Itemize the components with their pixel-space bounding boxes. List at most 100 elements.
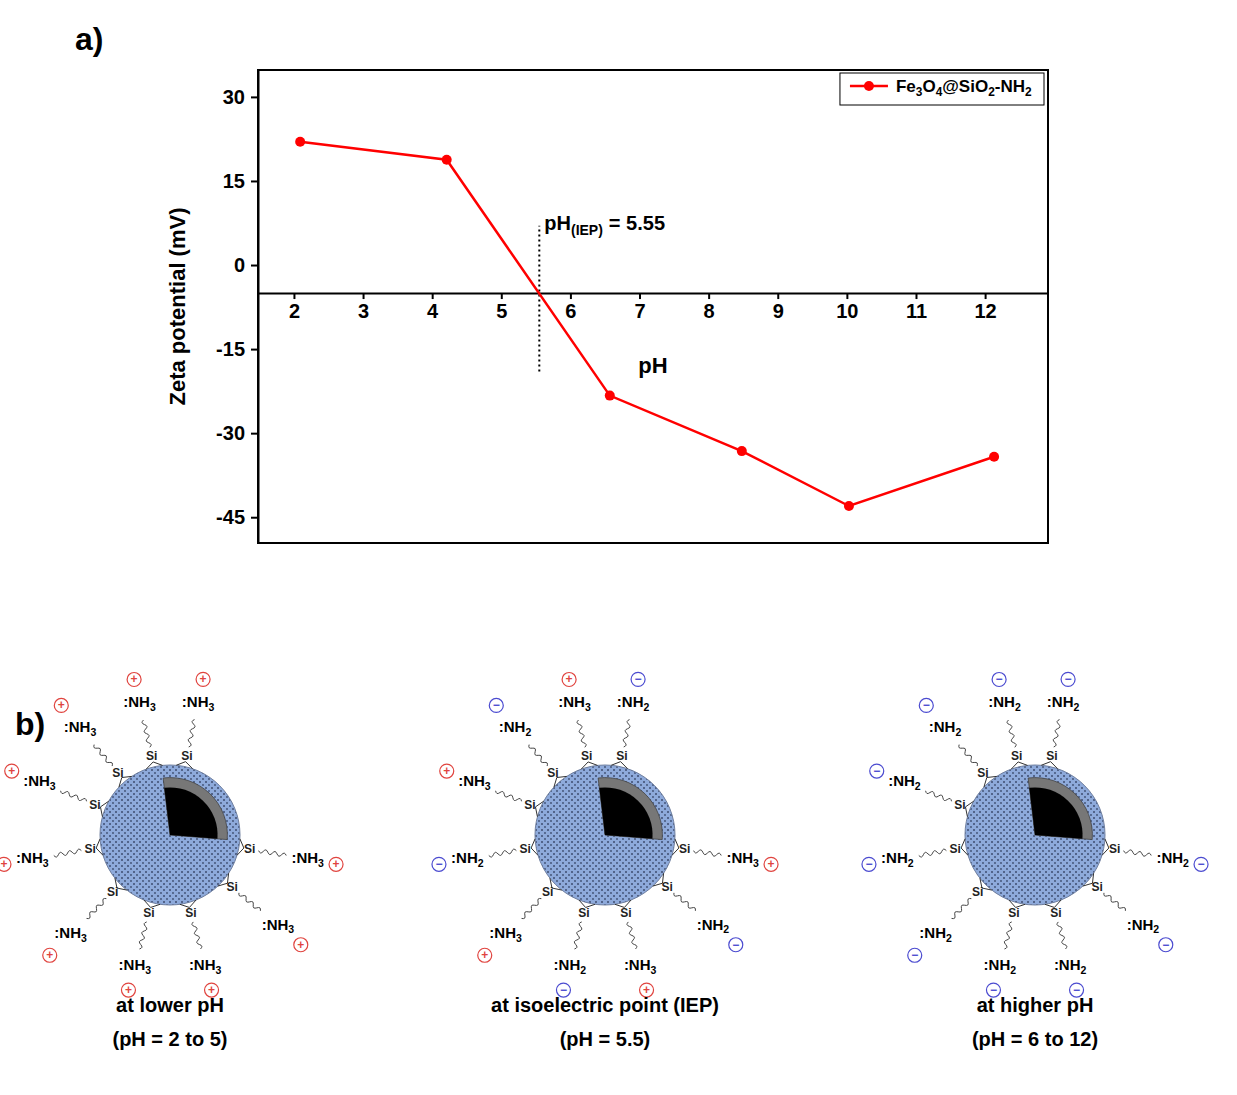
amine-label: :NH3 [489, 924, 522, 944]
alkyl-chain [1104, 893, 1125, 911]
text-part: :NH [929, 718, 956, 735]
amine-label: :NH2 [929, 718, 962, 738]
si-label: Si [85, 842, 96, 856]
y-tick-mark [251, 265, 258, 267]
amine-label: :NH3 [624, 956, 657, 976]
text-part: :NH [881, 849, 908, 866]
magnetite-core [599, 787, 652, 838]
text-part: 3 [585, 701, 591, 713]
y-tick-label: 30 [223, 86, 245, 108]
amine-label: :NH3 [262, 916, 295, 936]
si-label: Si [185, 906, 196, 920]
y-tick: 0 [234, 254, 258, 276]
si-label: Si [524, 798, 535, 812]
text-part: 3 [150, 701, 156, 713]
data-point [442, 155, 452, 165]
text-part: 2 [946, 932, 952, 944]
text-part: :NH [697, 916, 724, 933]
particle-caption: at lower pH [116, 994, 224, 1016]
y-tick-mark [251, 96, 258, 98]
si-label: Si [146, 749, 157, 763]
amine-label: :NH3 [291, 849, 324, 869]
shell-cutaway [1028, 778, 1092, 840]
alkyl-chain [926, 791, 952, 801]
text-part: :NH [617, 693, 644, 710]
alkyl-chain [139, 922, 146, 949]
charge-circle [127, 672, 141, 686]
iep-label: pH(IEP)= 5.55 [544, 212, 665, 238]
text-part: :NH [499, 718, 526, 735]
amine-label: :NH3 [64, 718, 97, 738]
alkyl-chain [1007, 720, 1016, 747]
text-part: :NH [64, 718, 91, 735]
x-tick-label: 7 [634, 300, 645, 322]
x-tick-mark [293, 293, 295, 299]
si-label: Si [542, 885, 553, 899]
y-tick: 30 [223, 86, 258, 108]
si-bond [96, 839, 100, 848]
si-label: Si [972, 885, 983, 899]
y-tick-mark [251, 180, 258, 182]
y-tick: -30 [216, 422, 258, 444]
charge-circle [919, 698, 933, 712]
si-label: Si [181, 749, 192, 763]
text-part: 3 [90, 726, 96, 738]
si-bond [672, 848, 679, 855]
amine-label: :NH2 [451, 849, 484, 869]
si-label: Si [950, 842, 961, 856]
x-tick-mark [570, 293, 572, 299]
text-part: 2 [580, 964, 586, 976]
y-axis-title: Zeta potential (mV) [165, 207, 190, 405]
si-bond [961, 839, 965, 848]
text-part: 2 [1081, 964, 1087, 976]
si-label: Si [1008, 906, 1019, 920]
amine-label: :NH2 [1047, 693, 1080, 713]
si-bond [531, 848, 538, 855]
particle-caption: (pH = 2 to 5) [112, 1028, 227, 1050]
charge-circle [1194, 857, 1208, 871]
x-tick-mark [639, 293, 641, 299]
shell-cutaway [163, 778, 227, 840]
y-tick-label: 0 [234, 254, 245, 276]
y-axis-line [258, 71, 260, 544]
alkyl-chain [574, 922, 581, 949]
text-part: 3 [516, 932, 522, 944]
text-part: :NH [458, 772, 485, 789]
text-part: -NH [995, 77, 1025, 96]
y-tick-label: -45 [216, 506, 245, 528]
particle: Si:NH2−Si:NH2−Si:NH2−Si:NH2−Si:NH2−Si:NH… [862, 672, 1208, 997]
text-part: 2 [1025, 85, 1032, 99]
alkyl-chain [952, 898, 972, 918]
alkyl-chain [674, 893, 695, 911]
charge-circle [54, 698, 68, 712]
amine-label: :NH3 [458, 772, 491, 792]
charge-sign: + [8, 764, 15, 778]
amine-label: :NH2 [919, 924, 952, 944]
x-tick: 6 [565, 293, 576, 322]
charge-circle [294, 938, 308, 952]
si-label: Si [1046, 749, 1057, 763]
amine-label: :NH3 [726, 849, 759, 869]
si-label: Si [520, 842, 531, 856]
x-tick-label: 9 [773, 300, 784, 322]
amine-label: :NH3 [119, 956, 152, 976]
amine-label: :NH3 [23, 772, 56, 792]
text-part: 3 [145, 964, 151, 976]
si-bond [100, 801, 108, 807]
charge-circle [478, 948, 492, 962]
text-part: 3 [216, 964, 222, 976]
data-point [295, 137, 305, 147]
legend-box [840, 73, 1044, 105]
text-part: :NH [262, 916, 289, 933]
alkyl-chain [54, 849, 82, 857]
particle-caption: (pH = 5.5) [560, 1028, 651, 1050]
text-part: :NH [984, 956, 1011, 973]
text-part: 2 [1010, 964, 1016, 976]
text-part: :NH [554, 956, 581, 973]
x-tick-mark [708, 293, 710, 299]
y-tick-label: -30 [216, 422, 245, 444]
x-axis-line [259, 293, 1049, 295]
text-part: :NH [16, 849, 43, 866]
text-part: :NH [489, 924, 516, 941]
x-tick-label: 6 [565, 300, 576, 322]
